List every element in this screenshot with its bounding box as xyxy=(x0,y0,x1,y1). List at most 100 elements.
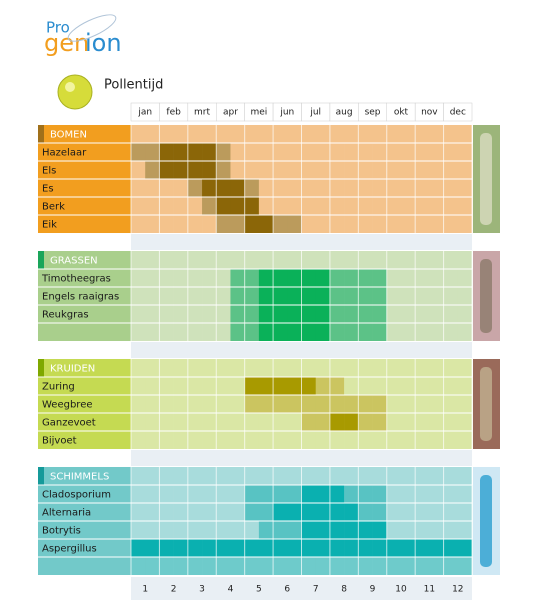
pollen-cell xyxy=(301,215,317,233)
pollen-cell xyxy=(301,395,317,413)
pollen-cell xyxy=(400,143,416,161)
pollen-cell xyxy=(216,287,231,305)
pollen-cell xyxy=(187,413,203,431)
pollen-cell xyxy=(273,287,288,305)
pollen-cell xyxy=(301,521,317,539)
pollen-cell xyxy=(244,269,260,287)
pollen-cell xyxy=(358,557,373,575)
gap-band xyxy=(131,234,472,250)
pollen-cell xyxy=(358,521,373,539)
month-number: 10 xyxy=(395,585,407,595)
pollen-cell xyxy=(258,215,274,233)
pollen-cell xyxy=(415,503,430,521)
pollen-cell xyxy=(145,269,160,287)
group-name: SCHIMMELS xyxy=(50,472,109,483)
pollen-cell xyxy=(443,305,459,323)
pollen-cell xyxy=(131,521,146,539)
pollen-cell xyxy=(457,395,473,413)
pollen-cell xyxy=(457,521,473,539)
pollen-cell xyxy=(329,431,345,449)
pollen-cell xyxy=(429,557,444,575)
pollen-cell xyxy=(443,269,459,287)
pollen-cell xyxy=(202,539,217,557)
pollen-cell xyxy=(358,323,373,341)
pollen-cell xyxy=(273,431,288,449)
pollen-cell xyxy=(372,377,388,395)
pollen-cell xyxy=(131,179,146,197)
pollen-cell xyxy=(415,395,430,413)
pollen-cell xyxy=(386,413,402,431)
pollen-cell xyxy=(372,305,388,323)
pollen-cell xyxy=(400,431,416,449)
row-label-bg xyxy=(38,143,131,161)
pollen-cell xyxy=(173,305,189,323)
pollen-cell xyxy=(159,215,174,233)
pollen-cell xyxy=(202,287,217,305)
pollen-cell xyxy=(287,521,302,539)
pollen-cell xyxy=(216,179,231,197)
group-label-bg xyxy=(38,251,131,269)
pollen-cell xyxy=(202,215,217,233)
group-accent xyxy=(38,125,44,143)
pollen-cell xyxy=(244,197,260,215)
pollen-cell xyxy=(145,161,160,179)
pollen-cell xyxy=(273,215,288,233)
pollen-cell xyxy=(131,377,146,395)
row-label-bg xyxy=(38,377,131,395)
pollen-cell xyxy=(145,305,160,323)
pollen-cell xyxy=(372,287,388,305)
pollen-cell xyxy=(173,197,189,215)
logo-gen: gen xyxy=(44,29,89,57)
pollen-cell xyxy=(216,503,231,521)
pollen-cell xyxy=(329,143,345,161)
pollen-cell xyxy=(187,323,203,341)
pollen-cell xyxy=(443,485,459,503)
pollen-cell xyxy=(358,485,373,503)
pollen-cell xyxy=(386,305,402,323)
pollen-cell xyxy=(216,521,231,539)
pollen-cell xyxy=(258,521,274,539)
pollen-cell xyxy=(329,377,345,395)
pollen-cell xyxy=(429,197,444,215)
pollen-cell xyxy=(415,413,430,431)
pollen-cell xyxy=(145,179,160,197)
pollen-cell xyxy=(159,395,174,413)
pollen-cell xyxy=(287,179,302,197)
pollen-cell xyxy=(273,521,288,539)
pollen-cell xyxy=(258,197,274,215)
pollen-cell xyxy=(258,377,274,395)
pollen-cell xyxy=(400,395,416,413)
pollen-cell xyxy=(273,143,288,161)
pollen-cell xyxy=(315,197,331,215)
pollen-cell xyxy=(443,377,459,395)
pollen-cell xyxy=(329,161,345,179)
pollen-cell xyxy=(287,305,302,323)
pollen-cell xyxy=(258,395,274,413)
pollen-cell xyxy=(273,197,288,215)
pollen-cell xyxy=(131,413,146,431)
pollen-cell xyxy=(344,179,359,197)
pollen-cell xyxy=(244,161,260,179)
pollen-cell xyxy=(230,305,245,323)
month-number: 1 xyxy=(142,585,148,595)
pollen-cell xyxy=(429,179,444,197)
pollen-cell xyxy=(230,143,245,161)
pollen-cell xyxy=(372,395,388,413)
pollen-cell xyxy=(273,539,288,557)
pollen-cell xyxy=(415,197,430,215)
pollen-cell xyxy=(372,323,388,341)
pollen-cell xyxy=(344,323,359,341)
pollen-cell xyxy=(202,377,217,395)
pollen-cell xyxy=(400,161,416,179)
pollen-cell xyxy=(429,503,444,521)
pollen-cell xyxy=(173,161,189,179)
pollen-cell xyxy=(358,179,373,197)
pollen-cell xyxy=(443,557,459,575)
pollen-cell xyxy=(173,179,189,197)
group-accent xyxy=(38,251,44,269)
pollen-cell xyxy=(457,323,473,341)
pollen-cell xyxy=(173,323,189,341)
pollen-cell xyxy=(429,485,444,503)
month-label: mei xyxy=(250,108,267,118)
pollen-cell xyxy=(315,179,331,197)
